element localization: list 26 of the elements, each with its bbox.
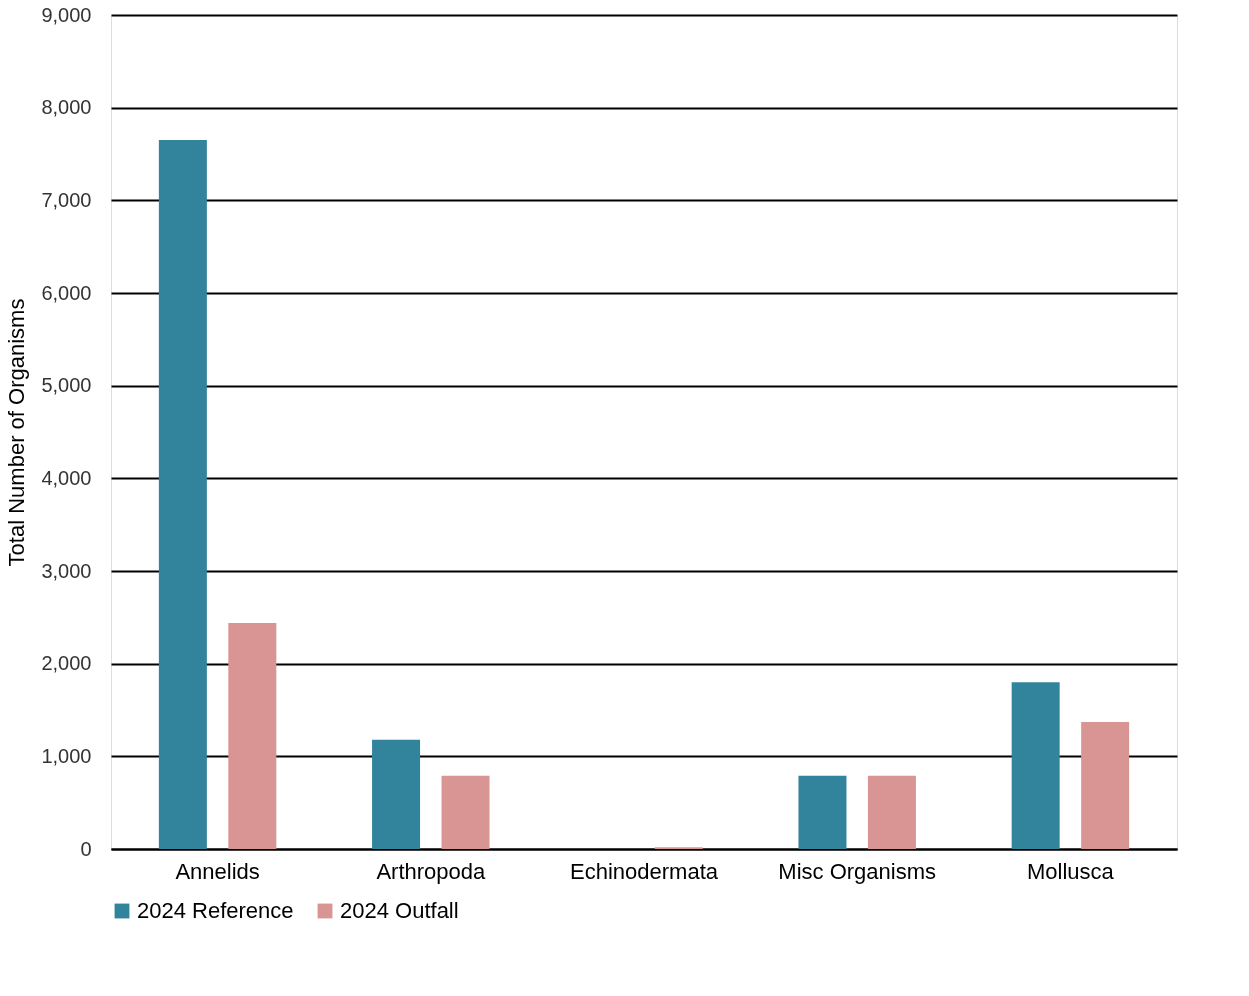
legend-label: 2024 Reference <box>137 898 294 923</box>
y-tick-label: 4,000 <box>41 466 92 489</box>
x-tick-label: Annelids <box>175 858 260 884</box>
y-tick-label: 6,000 <box>41 281 92 304</box>
y-tick-label: 2,000 <box>41 652 92 675</box>
y-tick-label: 5,000 <box>41 374 92 397</box>
bar <box>228 622 277 849</box>
x-tick-label: Arthropoda <box>376 858 486 884</box>
bar <box>372 739 421 849</box>
y-axis-title: Total Number of Organisms <box>4 298 30 567</box>
y-tick-label: 1,000 <box>41 744 92 767</box>
bar <box>867 775 916 849</box>
y-tick-label: 9,000 <box>41 3 92 26</box>
bar <box>441 775 490 849</box>
x-tick-label: Misc Organisms <box>778 858 937 884</box>
y-tick-label: 3,000 <box>41 559 92 582</box>
y-tick-label: 8,000 <box>41 96 92 119</box>
y-tick-label: 0 <box>80 837 92 860</box>
legend-label: 2024 Outfall <box>340 898 459 923</box>
bar <box>158 140 207 849</box>
y-tick-label: 7,000 <box>41 188 92 211</box>
bar <box>798 775 847 849</box>
x-tick-label: Mollusca <box>1026 858 1115 884</box>
bar <box>1081 722 1130 849</box>
bar <box>1011 682 1060 849</box>
x-tick-label: Echinodermata <box>570 858 719 884</box>
